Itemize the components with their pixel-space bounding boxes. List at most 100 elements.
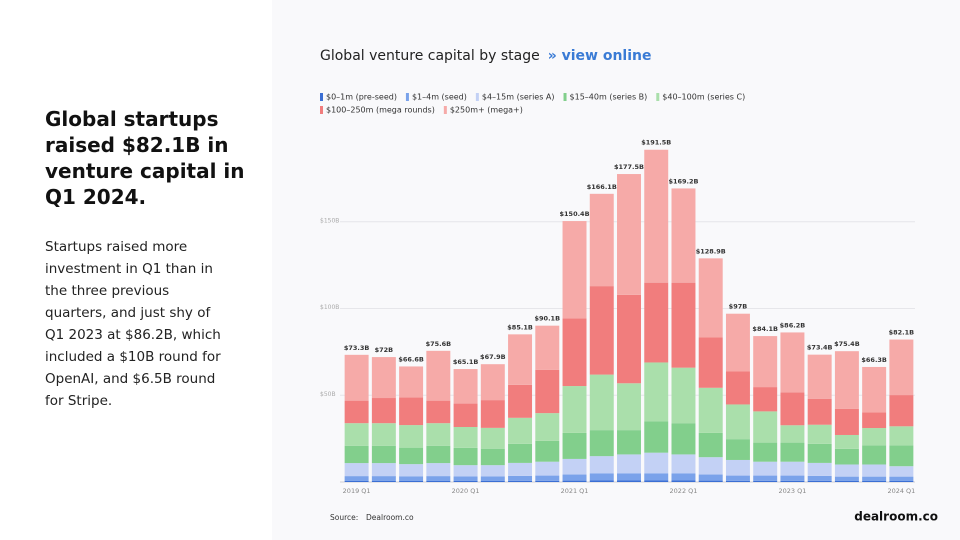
bar-segment: [834, 480, 859, 482]
total-label: $169.2B: [668, 177, 698, 185]
legend-label: $250m+ (mega+): [450, 106, 523, 115]
bar-segment: [480, 448, 505, 466]
bar-segment: [508, 417, 533, 444]
bar-segment: [426, 476, 451, 481]
bar-segment: [753, 387, 778, 412]
bar-segment: [862, 445, 887, 465]
bar-segment: [644, 362, 669, 422]
bar-segment: [807, 354, 832, 399]
bar-segment: [399, 476, 424, 481]
bar-segment: [753, 336, 778, 388]
bar-segment: [780, 332, 805, 393]
bar-segment: [426, 480, 451, 482]
bar-segment: [889, 476, 914, 481]
bar-segment: [780, 480, 805, 482]
bar-segment: [644, 473, 669, 481]
total-label: $191.5B: [641, 139, 671, 147]
bar-segment: [725, 475, 750, 481]
bar-segment: [453, 465, 478, 477]
y-tick-label: $50B: [320, 391, 336, 398]
bar-segment: [725, 480, 750, 482]
y-tick-label: $100B: [320, 304, 339, 311]
total-label: $84.1B: [752, 325, 778, 333]
bar-segment: [453, 447, 478, 466]
bar-segment: [589, 193, 614, 287]
bar-segment: [589, 456, 614, 474]
bar-segment: [698, 457, 723, 475]
bar-segment: [535, 475, 560, 481]
total-label: $177.5B: [614, 163, 644, 171]
bar-segment: [671, 454, 696, 474]
bar-segment: [480, 465, 505, 477]
legend-label: $40–100m (series C): [662, 93, 745, 102]
legend-swatch: [563, 93, 567, 101]
legend-swatch: [443, 106, 447, 114]
bar-segment: [508, 443, 533, 463]
bar-segment: [535, 413, 560, 441]
bar-segment: [453, 427, 478, 448]
bar-segment: [862, 464, 887, 477]
bar-segment: [834, 448, 859, 465]
bar-segment: [399, 464, 424, 477]
bar-segment: [535, 369, 560, 414]
bar-segment: [780, 461, 805, 476]
bar-segment: [780, 425, 805, 443]
legend-label: $15–40m (series B): [570, 93, 648, 102]
total-label: $65.1B: [453, 358, 479, 366]
bar-segment: [671, 282, 696, 368]
bar-segment: [562, 474, 587, 481]
bar-segment: [889, 480, 914, 482]
bar-segment: [508, 384, 533, 418]
bar-segment: [480, 480, 505, 482]
legend-swatch: [405, 93, 409, 101]
bar-segment: [671, 367, 696, 424]
bar-segment: [671, 188, 696, 283]
bar-segment: [426, 445, 451, 464]
legend-swatch: [475, 93, 479, 101]
bar-segment: [589, 473, 614, 481]
bar-segment: [426, 423, 451, 446]
bar-segment: [644, 421, 669, 453]
x-tick-label: 2021 Q1: [561, 487, 589, 495]
y-tick-label: $150B: [320, 217, 339, 224]
bar-segment: [371, 463, 396, 477]
bar-segment: [698, 387, 723, 433]
total-label: $66.3B: [861, 356, 887, 364]
x-tick-label: 2023 Q1: [778, 487, 806, 495]
bar-segment: [617, 454, 641, 474]
bar-segment: [834, 464, 859, 477]
bar-segment: [807, 398, 832, 425]
bar-segment: [834, 434, 859, 449]
bar-segment: [753, 411, 778, 443]
bar-segment: [753, 461, 778, 476]
bar-segment: [807, 424, 832, 444]
bar-segment: [698, 432, 723, 458]
bar-segment: [644, 149, 669, 283]
left-panel: Global startups raised $82.1B in venture…: [0, 0, 272, 540]
bar-segment: [508, 462, 533, 476]
bar-segment: [807, 475, 832, 481]
bar-segment: [889, 426, 914, 446]
bar-segment: [480, 364, 505, 401]
bar-segment: [426, 350, 451, 401]
bar-segment: [889, 466, 914, 477]
bar-segment: [725, 404, 750, 440]
bar-segment: [426, 463, 451, 477]
source: Dealroom.co: [366, 513, 414, 522]
bar-segment: [562, 318, 587, 387]
bar-segment: [671, 473, 696, 481]
bar-segment: [617, 430, 641, 455]
bar-segment: [371, 398, 396, 424]
bar-segment: [589, 430, 614, 457]
bar-segment: [535, 480, 560, 482]
view-online-link[interactable]: » view online: [548, 48, 652, 64]
bar-segment: [344, 445, 369, 464]
total-label: $75.4B: [834, 340, 860, 348]
bar-segment: [344, 400, 369, 424]
legend-label: $4–15m (series A): [482, 93, 555, 102]
bar-segment: [725, 439, 750, 460]
legend-label: $0–1m (pre-seed): [326, 93, 397, 102]
bar-segment: [862, 480, 887, 482]
x-tick-label: 2024 Q1: [887, 487, 915, 495]
